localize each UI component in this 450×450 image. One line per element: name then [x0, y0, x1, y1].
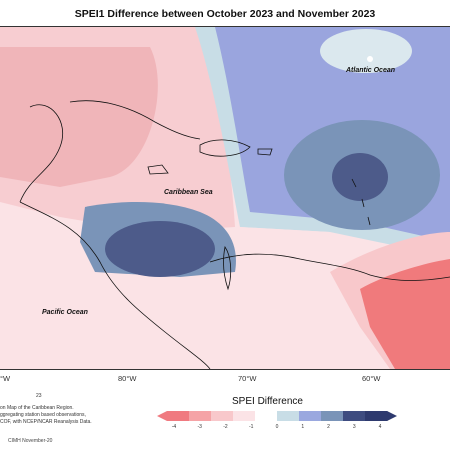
- atlantic-light-patch: [320, 29, 412, 73]
- central-america-coast: [19, 201, 211, 369]
- legend-swatch: [299, 411, 322, 421]
- legend-swatch: [167, 411, 190, 421]
- legend-tick-label: -1: [249, 424, 254, 430]
- legend-arrow-left: [157, 411, 167, 421]
- southwest-caribbean-core: [105, 221, 215, 277]
- yucatan-coast: [19, 104, 64, 203]
- legend-tick-label: -2: [223, 424, 228, 430]
- caribbean-sea-label: Caribbean Sea: [164, 189, 213, 196]
- legend-swatch: [277, 411, 300, 421]
- legend-swatch: [211, 411, 234, 421]
- south-america-coast: [209, 253, 450, 281]
- lon-label-70w: 70°W: [238, 374, 257, 383]
- atlantic-ocean-label: Atlantic Ocean: [346, 67, 396, 74]
- hispaniola-outline: [199, 139, 251, 157]
- lon-label-west: °W: [0, 374, 11, 383]
- legend-swatch: [233, 411, 256, 421]
- pacific-ocean-label: Pacific Ocean: [42, 309, 88, 316]
- note-line1: on Map of the Caribbean Region.: [0, 405, 74, 411]
- legend-tick-label: 1: [301, 424, 305, 430]
- puerto-rico-outline: [257, 148, 273, 156]
- note-line0: 23: [36, 393, 42, 399]
- southeast-zone-red: [360, 259, 450, 369]
- maracaibo-outline: [223, 246, 232, 291]
- spei-map: [0, 27, 450, 369]
- legend-tick-label: 2: [327, 424, 330, 430]
- cuba-outline: [69, 100, 201, 140]
- atlantic-dot: [367, 56, 373, 62]
- lon-label-80w: 80°W: [118, 374, 137, 383]
- legend-tick-label: 4: [378, 424, 382, 430]
- legend-swatch: [343, 411, 366, 421]
- note-line3: COF, with NCEP/NCAR Reanalysis Data.: [0, 419, 92, 425]
- map-frame: Atlantic Ocean Caribbean Sea Pacific Oce…: [0, 26, 450, 370]
- legend-tick-label: 3: [352, 424, 356, 430]
- legend-swatch: [365, 411, 388, 421]
- legend-swatch: [255, 411, 278, 421]
- jamaica-outline: [147, 164, 169, 175]
- lesser-antilles: [351, 178, 371, 226]
- central-strip: [240, 227, 330, 262]
- map-title: SPEI1 Difference between October 2023 an…: [74, 8, 376, 20]
- legend-tick-label: -4: [171, 424, 177, 430]
- legend-swatch: [321, 411, 344, 421]
- coastlines: [19, 100, 450, 369]
- note-line2: ggregating station based observations,: [0, 412, 86, 418]
- legend-title: SPEI Difference: [232, 396, 303, 407]
- legend-arrow-right: [387, 411, 397, 421]
- negative-zone-core: [0, 47, 158, 187]
- legend-swatch: [189, 411, 212, 421]
- legend-tick-label: -3: [197, 424, 202, 430]
- legend-colorbar: [157, 411, 397, 421]
- east-caribbean-core: [332, 153, 388, 201]
- lon-label-60w: 60°W: [362, 374, 381, 383]
- credit-text: CIMH November-20: [8, 438, 53, 444]
- legend-tick-label: 0: [275, 424, 279, 430]
